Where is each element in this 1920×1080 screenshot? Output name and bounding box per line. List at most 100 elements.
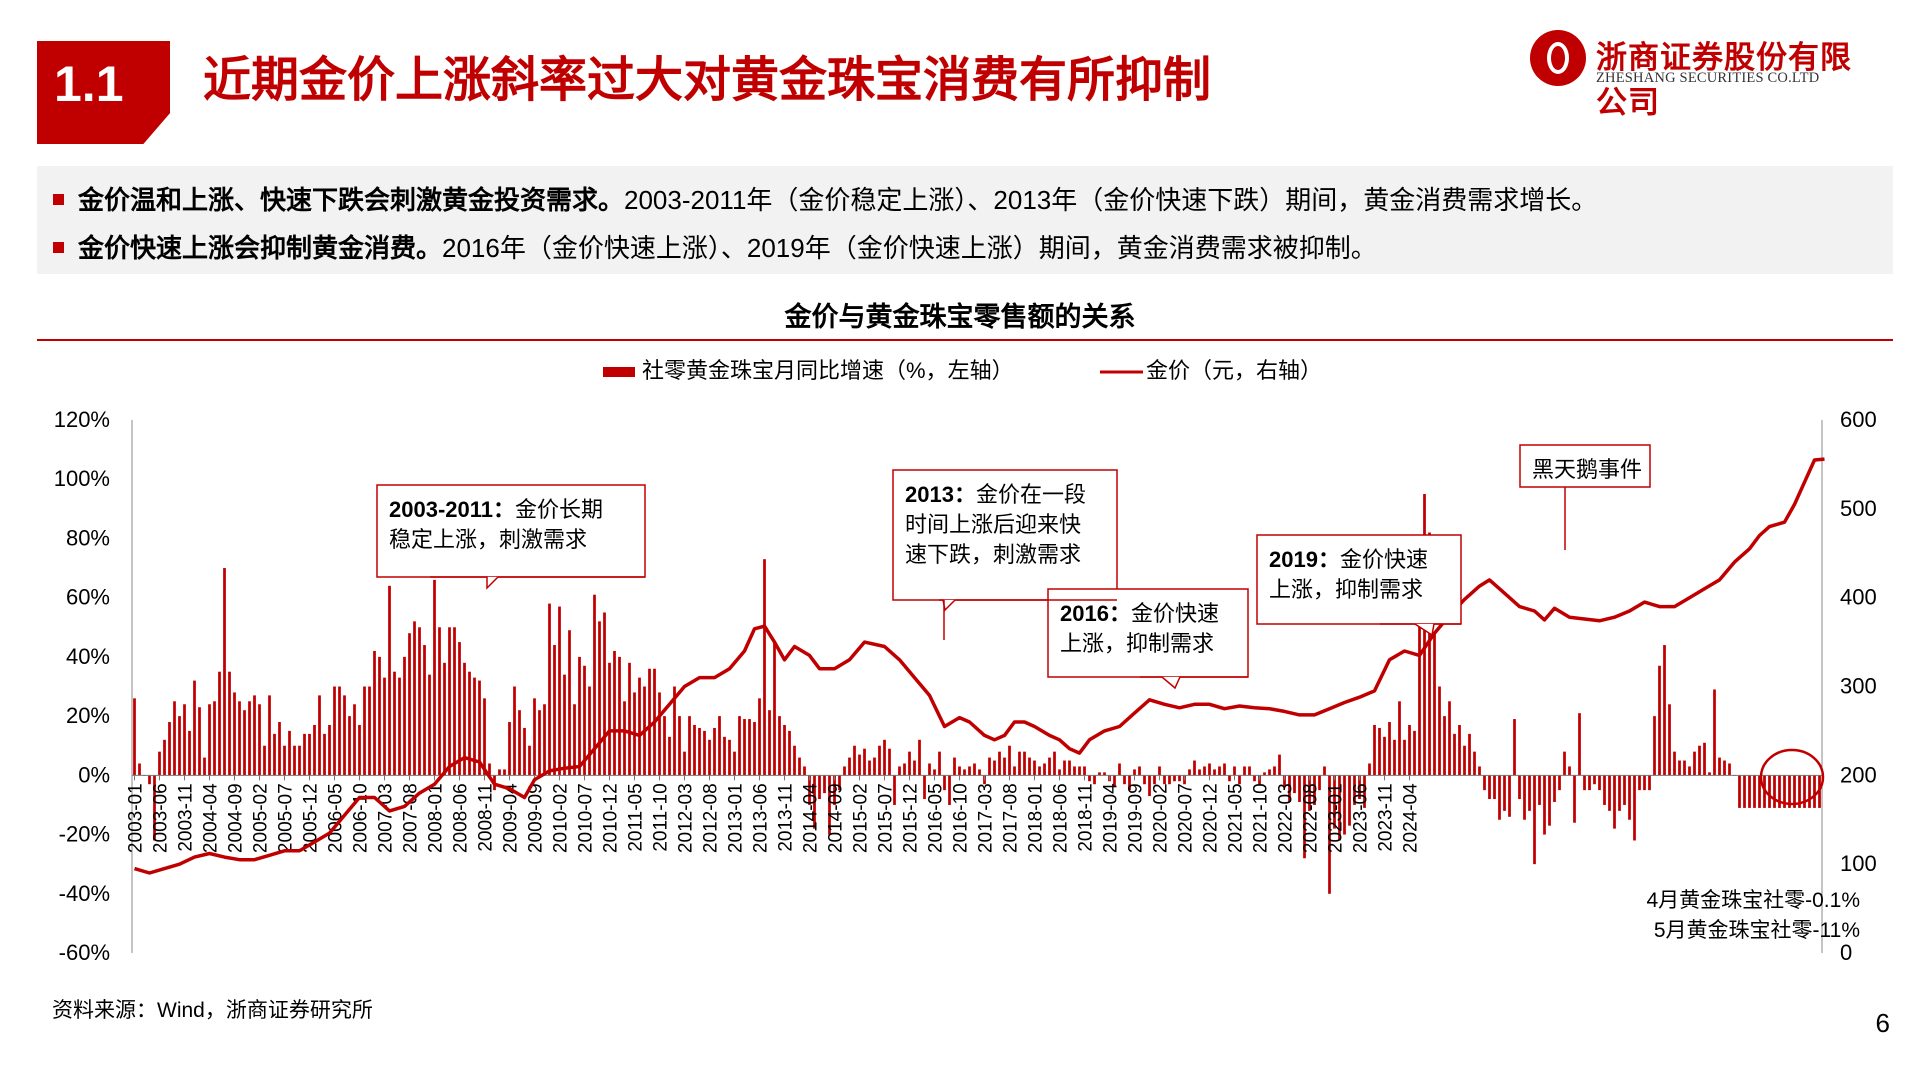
bar-mark [1043, 763, 1046, 776]
bar-mark [1708, 772, 1711, 776]
bar-mark [1653, 716, 1656, 776]
bar-mark [1638, 775, 1641, 791]
bar-mark [1523, 775, 1526, 820]
bar-mark [178, 716, 181, 776]
page-number: 6 [1875, 1008, 1890, 1038]
bar-mark [1078, 766, 1081, 776]
bar-mark [1228, 775, 1231, 782]
bar-mark [1283, 775, 1286, 788]
bar-mark [618, 656, 621, 776]
annotation-pointer-2019 [1380, 623, 1461, 637]
bar-mark [208, 704, 211, 776]
bar-mark [703, 730, 706, 776]
bar-mark [988, 757, 991, 776]
bar-mark [713, 727, 716, 776]
bar-mark [1198, 769, 1201, 776]
bar-mark [1333, 775, 1336, 829]
annotation-line-2016: 2016：金价快速 [1060, 601, 1219, 626]
bar-mark [708, 739, 711, 776]
bar-mark [138, 763, 141, 776]
x-tick-label: 2005-12 [301, 783, 322, 853]
bar-mark [173, 701, 176, 776]
bar-mark [728, 739, 731, 776]
bar-mark [253, 695, 256, 776]
x-tick-label: 2018-06 [1051, 783, 1072, 853]
bar-mark [888, 748, 891, 776]
bar-mark [1813, 775, 1816, 808]
bar-mark [813, 775, 816, 829]
bar-mark [928, 763, 931, 776]
annotation-pointer-2016 [1140, 676, 1248, 690]
y-left-tick-label: -20% [59, 822, 110, 847]
bar-mark [758, 698, 761, 776]
bar-mark [513, 686, 516, 776]
bar-mark [193, 680, 196, 776]
bar-mark [218, 671, 221, 776]
bar-mark [1398, 701, 1401, 776]
bar-mark [1588, 775, 1591, 791]
x-tick-label: 2013-11 [776, 783, 797, 851]
section-number: 1.1 [54, 56, 124, 112]
bar-mark [1658, 665, 1661, 776]
logo-mark-icon [1530, 30, 1586, 86]
bar-mark [1358, 775, 1361, 800]
bar-mark [743, 719, 746, 776]
bar-mark [1038, 766, 1041, 776]
bar-mark [1738, 775, 1741, 808]
bar-mark [1618, 775, 1621, 811]
bar-mark [1378, 727, 1381, 776]
y-left-tick-label: 20% [66, 703, 110, 728]
bar-mark [1808, 775, 1811, 808]
bar-mark [188, 730, 191, 776]
bar-mark [548, 603, 551, 776]
bar-mark [1218, 766, 1221, 776]
annotation-line-2013: 时间上涨后迎来快 [905, 512, 1081, 537]
annotation-pointer-2003-2011 [430, 576, 645, 590]
bar-mark [1603, 775, 1606, 805]
bar-mark [368, 686, 371, 776]
bar-mark [1423, 494, 1426, 776]
bar-mark [1513, 719, 1516, 776]
bar-mark [973, 763, 976, 776]
bar-mark [1578, 713, 1581, 776]
bar-mark [1308, 775, 1311, 811]
y-right-tick-label: 600 [1840, 407, 1877, 432]
bar-mark [268, 695, 271, 776]
bar-mark [1568, 766, 1571, 776]
bar-mark [1533, 775, 1536, 865]
logo-cn-name: 浙商证券股份有限公司 [1596, 40, 1852, 120]
bar-mark [1093, 775, 1096, 785]
bar-mark [488, 763, 491, 776]
bar-mark [1278, 754, 1281, 776]
bar-mark [1168, 775, 1171, 785]
annotation-box-2013 [892, 469, 1118, 601]
bar-mark [1753, 775, 1756, 808]
bar-mark [1613, 775, 1616, 829]
bar-mark [133, 698, 136, 776]
key-point-2: 金价快速上涨会抑制黄金消费。2016年（金价快速上涨）、2019年（金价快速上涨… [53, 228, 1377, 265]
bar-mark [563, 674, 566, 776]
bar-mark [1778, 775, 1781, 808]
annotation-pointer-2013 [939, 599, 1117, 612]
bar-mark [1758, 775, 1761, 808]
bar-mark [1223, 763, 1226, 776]
bar-mark [228, 671, 231, 776]
bar-mark [1138, 766, 1141, 776]
bar-mark [408, 633, 411, 776]
bar-mark [833, 775, 836, 805]
bar-mark [838, 775, 841, 791]
x-tick-label: 2009-09 [526, 783, 547, 853]
bar-mark [1113, 775, 1116, 788]
bar-mark [1013, 766, 1016, 776]
x-tick-label: 2010-07 [576, 783, 597, 853]
bar-mark [1498, 775, 1501, 820]
key-point-1: 金价温和上涨、快速下跌会刺激黄金投资需求。2003-2011年（金价稳定上涨）、… [53, 180, 1597, 217]
bar-mark [278, 722, 281, 776]
bar-mark [1748, 775, 1751, 808]
bar-mark [1143, 775, 1146, 785]
bar-mark [1553, 775, 1556, 802]
bar-mark [803, 766, 806, 776]
bar-mark [1313, 775, 1316, 805]
bar-mark [293, 745, 296, 776]
bar-mark [1063, 760, 1066, 776]
